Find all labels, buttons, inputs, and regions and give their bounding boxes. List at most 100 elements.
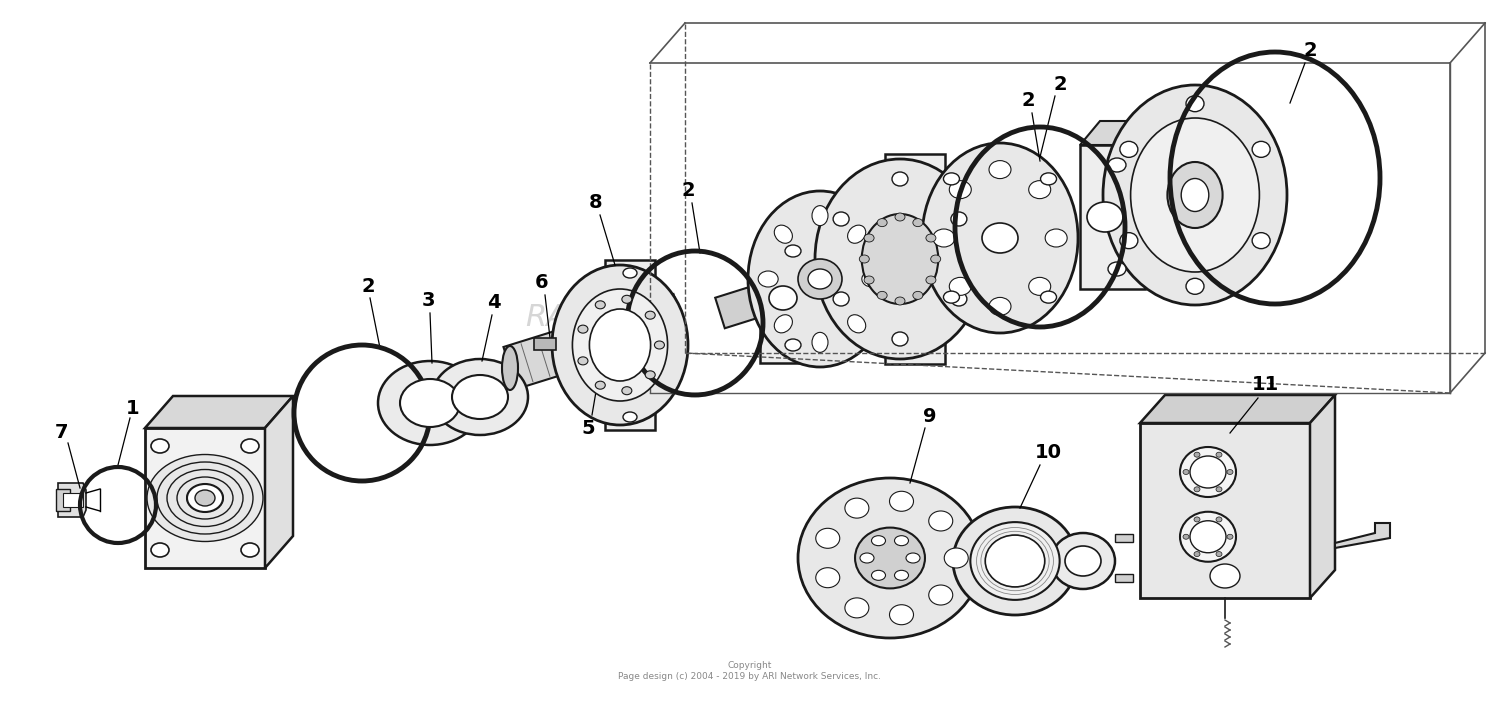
Ellipse shape <box>1186 96 1204 112</box>
Polygon shape <box>885 154 945 364</box>
Ellipse shape <box>816 568 840 588</box>
Polygon shape <box>146 428 266 568</box>
Ellipse shape <box>1252 232 1270 249</box>
Text: 2: 2 <box>1053 76 1066 95</box>
Ellipse shape <box>944 291 960 303</box>
Polygon shape <box>146 396 292 428</box>
Text: 6: 6 <box>536 274 549 292</box>
Ellipse shape <box>926 276 936 284</box>
Ellipse shape <box>890 605 914 625</box>
Ellipse shape <box>894 535 909 545</box>
Ellipse shape <box>774 225 792 243</box>
Ellipse shape <box>982 223 1018 253</box>
Polygon shape <box>1335 523 1390 548</box>
Text: Copyright
Page design (c) 2004 - 2019 by ARI Network Services, Inc.: Copyright Page design (c) 2004 - 2019 by… <box>618 661 882 681</box>
Ellipse shape <box>933 229 956 247</box>
Ellipse shape <box>855 528 926 588</box>
Ellipse shape <box>152 439 170 453</box>
Ellipse shape <box>926 234 936 242</box>
Ellipse shape <box>1186 278 1204 294</box>
Polygon shape <box>56 489 70 511</box>
Ellipse shape <box>1131 118 1260 272</box>
Ellipse shape <box>748 191 892 367</box>
Ellipse shape <box>1184 534 1190 539</box>
Polygon shape <box>1140 423 1310 598</box>
Ellipse shape <box>922 143 1078 333</box>
Ellipse shape <box>758 271 778 287</box>
Ellipse shape <box>950 277 972 295</box>
Ellipse shape <box>1052 533 1114 589</box>
Ellipse shape <box>1108 262 1126 276</box>
Ellipse shape <box>378 361 482 445</box>
Ellipse shape <box>847 225 865 243</box>
Ellipse shape <box>1046 229 1066 247</box>
Polygon shape <box>604 260 656 430</box>
Ellipse shape <box>950 180 972 199</box>
Ellipse shape <box>1216 452 1222 457</box>
Ellipse shape <box>833 292 849 306</box>
Ellipse shape <box>944 548 968 568</box>
Bar <box>534 338 556 350</box>
Text: 8: 8 <box>590 193 603 212</box>
Ellipse shape <box>1210 564 1240 588</box>
Ellipse shape <box>812 205 828 225</box>
Ellipse shape <box>928 585 952 605</box>
Ellipse shape <box>844 498 868 518</box>
Ellipse shape <box>590 309 651 381</box>
Ellipse shape <box>986 535 1046 587</box>
Text: 11: 11 <box>1251 376 1278 394</box>
Ellipse shape <box>970 522 1059 600</box>
Ellipse shape <box>573 289 668 401</box>
Ellipse shape <box>862 271 882 287</box>
Ellipse shape <box>952 507 1077 615</box>
Ellipse shape <box>1194 552 1200 557</box>
Ellipse shape <box>774 314 792 333</box>
Ellipse shape <box>1194 452 1200 457</box>
Ellipse shape <box>654 341 664 349</box>
Ellipse shape <box>944 173 960 185</box>
Ellipse shape <box>152 543 170 557</box>
Ellipse shape <box>1194 487 1200 492</box>
Polygon shape <box>760 233 818 363</box>
Text: 2: 2 <box>1304 41 1317 59</box>
Ellipse shape <box>878 292 886 299</box>
Ellipse shape <box>896 213 904 221</box>
Ellipse shape <box>596 381 606 389</box>
Polygon shape <box>1080 145 1144 289</box>
Ellipse shape <box>622 412 638 422</box>
Text: RAParts™: RAParts™ <box>525 304 675 332</box>
Ellipse shape <box>928 511 952 531</box>
Ellipse shape <box>242 543 260 557</box>
Ellipse shape <box>195 490 214 506</box>
Ellipse shape <box>896 297 904 305</box>
Ellipse shape <box>871 535 885 545</box>
Ellipse shape <box>622 386 632 395</box>
Ellipse shape <box>871 570 885 580</box>
Ellipse shape <box>1190 520 1225 553</box>
Ellipse shape <box>892 332 908 346</box>
Ellipse shape <box>894 570 909 580</box>
Ellipse shape <box>859 553 874 563</box>
Text: 3: 3 <box>422 292 435 310</box>
Ellipse shape <box>1216 517 1222 522</box>
Ellipse shape <box>1216 552 1222 557</box>
Text: 9: 9 <box>922 406 936 426</box>
Ellipse shape <box>784 245 801 257</box>
Ellipse shape <box>400 379 460 427</box>
Ellipse shape <box>596 301 606 309</box>
Ellipse shape <box>1227 534 1233 539</box>
Ellipse shape <box>890 491 914 511</box>
Ellipse shape <box>798 478 982 638</box>
Ellipse shape <box>1216 487 1222 492</box>
Polygon shape <box>63 493 82 507</box>
Text: 2: 2 <box>362 277 375 295</box>
Ellipse shape <box>622 268 638 278</box>
Ellipse shape <box>878 219 886 227</box>
Ellipse shape <box>914 292 922 299</box>
Ellipse shape <box>1184 469 1190 474</box>
Polygon shape <box>760 211 836 233</box>
Ellipse shape <box>864 276 874 284</box>
Ellipse shape <box>770 286 796 310</box>
Bar <box>1114 534 1132 542</box>
Ellipse shape <box>951 292 968 306</box>
